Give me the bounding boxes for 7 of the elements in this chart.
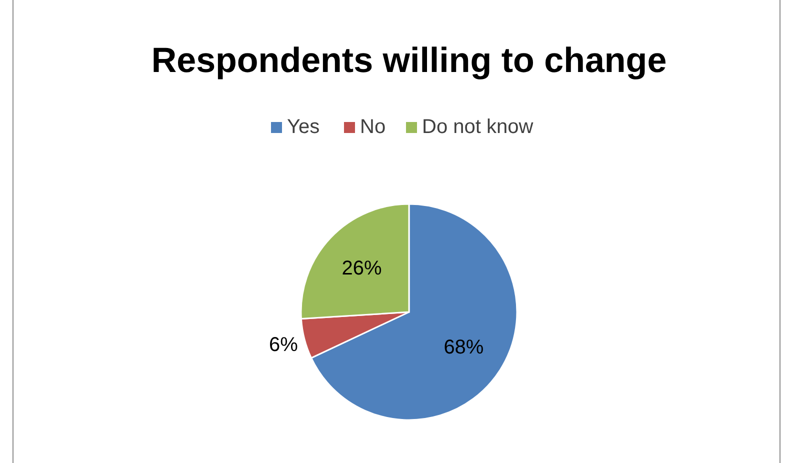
legend-label: Yes: [287, 116, 320, 138]
legend-label: Do not know: [422, 116, 534, 138]
data-label: 26%: [342, 258, 382, 280]
data-label: 68%: [444, 336, 484, 359]
legend-label: No: [360, 116, 386, 138]
data-label: 6%: [269, 334, 298, 356]
chart-title: Respondents willing to change: [151, 41, 667, 80]
